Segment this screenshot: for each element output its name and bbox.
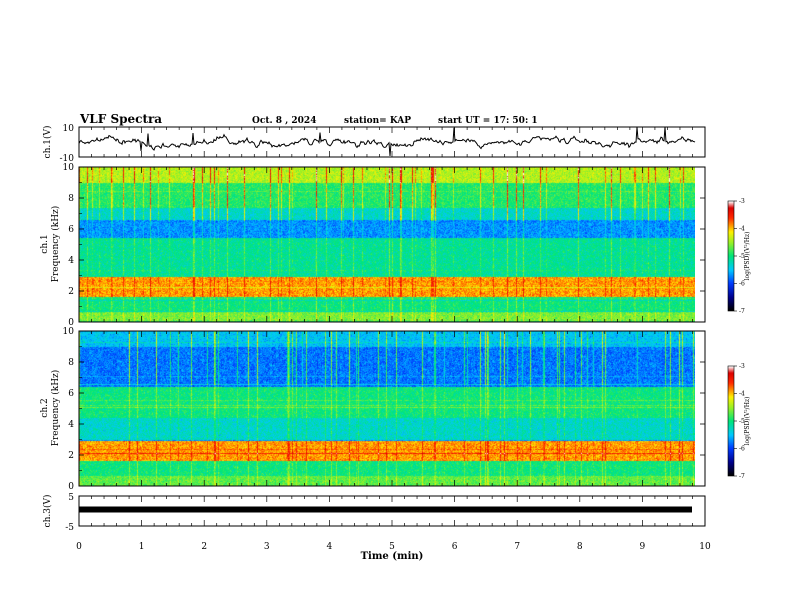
ch3-ytick-bottom: -5 — [65, 523, 74, 533]
colorbar-tick-label: -4 — [739, 391, 745, 398]
ch2-colorbar-ticks: -3 -4 -5 -6 -7 — [734, 363, 745, 480]
station-label: station= KAP — [344, 116, 411, 126]
ch2-frequency-ticks: 0 2 4 6 8 10 — [63, 327, 705, 492]
time-tick-label: 5 — [389, 542, 395, 552]
ch2-spectrogram-panel: 0 2 4 6 8 10 ch.2 Frequency (kHz) — [40, 327, 706, 492]
colorbar-tick-label: -5 — [739, 418, 745, 425]
ch2-spectrogram-image — [79, 331, 695, 486]
ch1-ytick-top: 10 — [63, 124, 75, 134]
time-tick-label: 6 — [452, 542, 458, 552]
ch1-waveform-ylabel: ch.1(V) — [42, 126, 53, 159]
frequency-tick-label: 4 — [68, 420, 74, 430]
ch3-ytick-top: 5 — [68, 493, 74, 503]
frequency-tick-label: 6 — [68, 225, 74, 235]
ch2-frequency-ylabel: Frequency (kHz) — [50, 370, 61, 447]
ch1-spectrogram-panel: 0 2 4 6 8 10 ch.1 Frequency (kHz) — [40, 163, 706, 328]
ch1-spectrogram-image — [79, 167, 695, 322]
ch3-waveform-trace — [79, 506, 692, 513]
colorbar-tick-label: -4 — [739, 226, 745, 233]
frequency-tick-label: 10 — [63, 327, 75, 337]
time-tick-label: 7 — [514, 542, 520, 552]
time-tick-label: 0 — [76, 542, 82, 552]
colorbar-tick-label: -6 — [739, 446, 745, 453]
frequency-tick-label: 2 — [68, 287, 74, 297]
frequency-tick-label: 6 — [68, 389, 74, 399]
date-label: Oct. 8 , 2024 — [252, 116, 316, 126]
frequency-tick-label: 4 — [68, 256, 74, 266]
ch1-frequency-ticks: 0 2 4 6 8 10 — [63, 163, 705, 328]
frequency-tick-label: 0 — [68, 482, 74, 492]
frequency-tick-label: 8 — [68, 194, 74, 204]
time-tick-label: 2 — [201, 542, 207, 552]
ch1-waveform-trace — [78, 126, 696, 156]
ch1-colorbar-gradient — [728, 201, 734, 311]
frequency-tick-label: 10 — [63, 163, 75, 173]
time-tick-label: 4 — [327, 542, 333, 552]
ch1-colorbar-label: log(PSD)(V²/Hz) — [744, 232, 751, 281]
time-tick-label: 9 — [640, 542, 646, 552]
frequency-tick-label: 0 — [68, 318, 74, 328]
ch2-colorbar: -3 -4 -5 -6 -7 log(PSD)(V²/Hz) — [727, 363, 751, 480]
ch2-channel-label: ch.2 — [40, 398, 50, 417]
colorbar-tick-label: -7 — [739, 308, 745, 315]
figure-title: VLF Spectra — [79, 112, 162, 126]
ch1-colorbar-ticks: -3 -4 -5 -6 -7 — [734, 198, 745, 315]
ch1-ytick-bottom: -10 — [60, 154, 75, 164]
ch3-waveform-ylabel: ch.3(V) — [42, 495, 53, 528]
ch1-channel-label: ch.1 — [40, 234, 50, 253]
colorbar-tick-label: -3 — [739, 198, 745, 205]
time-tick-label: 10 — [699, 542, 711, 552]
time-tick-label: 3 — [264, 542, 270, 552]
time-axis: 0 1 2 3 4 5 6 7 8 9 10 — [76, 127, 711, 552]
frequency-tick-label: 2 — [68, 451, 74, 461]
ch2-colorbar-gradient — [728, 366, 734, 476]
colorbar-tick-label: -7 — [739, 473, 745, 480]
ch2-colorbar-label: log(PSD)(V²/Hz) — [744, 397, 751, 446]
colorbar-tick-label: -5 — [739, 253, 745, 260]
time-tick-label: 8 — [577, 542, 583, 552]
start-time-label: start UT = 17: 50: 1 — [438, 116, 538, 126]
colorbar-tick-label: -3 — [739, 363, 745, 370]
frequency-tick-label: 8 — [68, 358, 74, 368]
ch1-frequency-ylabel: Frequency (kHz) — [50, 206, 61, 283]
time-tick-label: 1 — [139, 542, 145, 552]
colorbar-tick-label: -6 — [739, 281, 745, 288]
ch1-colorbar: -3 -4 -5 -6 -7 log(PSD)(V²/Hz) — [727, 198, 751, 315]
time-axis-label: Time (min) — [361, 551, 424, 562]
